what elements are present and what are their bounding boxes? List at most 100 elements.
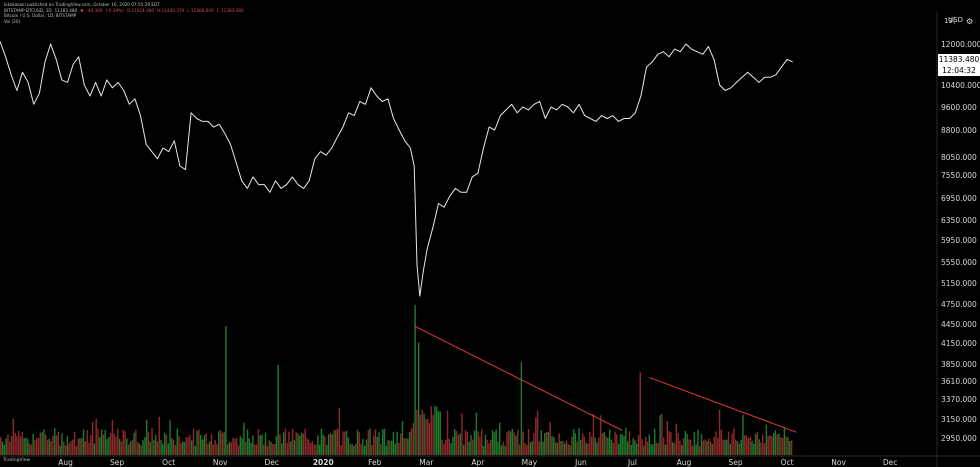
trend-line[interactable] (413, 325, 623, 431)
volume-bar (99, 437, 101, 455)
volume-bar (581, 433, 584, 455)
volume-bar (81, 437, 83, 455)
volume-bar (666, 421, 669, 455)
price-tick-label: 4450.000 (941, 320, 977, 329)
volume-bar (781, 437, 784, 455)
volume-bar (749, 436, 751, 455)
volume-bar (580, 440, 582, 455)
volume-bar (286, 442, 288, 455)
volume-bar (756, 431, 759, 455)
volume-bar (742, 414, 744, 455)
price-tick-label: 4150.000 (941, 339, 977, 348)
volume-bar (468, 441, 470, 455)
volume-bar (290, 441, 292, 455)
volume-bar (236, 437, 238, 455)
time-tick-label: Jun (574, 458, 587, 467)
volume-bar (5, 438, 7, 455)
volume-bar (376, 436, 378, 455)
volume-bar (243, 422, 245, 455)
trend-line[interactable] (649, 376, 797, 433)
time-tick-label: Nov (831, 458, 846, 467)
volume-bar (16, 436, 18, 455)
volume-bar (531, 441, 533, 455)
bar-countdown-label: 12:04:32 (938, 65, 980, 76)
volume-bar (441, 439, 443, 455)
volume-bar (187, 437, 189, 455)
volume-bar (313, 444, 315, 455)
volume-bar (681, 444, 683, 455)
volume-bar (524, 443, 526, 455)
volume-bar (282, 432, 285, 455)
volume-bar (95, 418, 97, 455)
volume-bar (691, 445, 694, 455)
volume-bar (407, 438, 409, 455)
volume-bar (0, 437, 2, 455)
volume-bar (104, 429, 106, 455)
volume-bar (167, 443, 169, 455)
volume-bar (281, 443, 283, 455)
volume-bar (385, 445, 387, 455)
volume-bar (589, 432, 591, 455)
volume-bar (592, 413, 595, 455)
volume-bar (115, 436, 117, 455)
volume-bar (135, 429, 137, 455)
volume-bar (126, 438, 128, 455)
volume-bar (762, 434, 764, 455)
volume-bar (217, 431, 220, 455)
volume-bar (527, 429, 530, 455)
volume-bar (360, 443, 362, 455)
time-axis[interactable]: Aug Sep Oct Nov Dec 2020 Feb Mar Apr May Jun Jul Aug… (58, 458, 897, 467)
volume-bar (266, 445, 269, 455)
volume-bar (174, 445, 177, 455)
volume-bar (299, 435, 301, 455)
volume-bar (12, 418, 15, 455)
volume-bar (133, 432, 135, 455)
price-tick-label: 5950.000 (941, 236, 977, 245)
volume-bar (190, 440, 193, 455)
volume-bar (515, 435, 517, 455)
volume-bar (571, 436, 573, 455)
volume-bar (284, 428, 287, 455)
volume-bar (677, 432, 679, 455)
tradingview-logo[interactable]: TradingView (3, 458, 31, 463)
volume-bar (472, 439, 474, 455)
volume-bar (351, 443, 353, 455)
volume-bar (563, 443, 566, 455)
volume-bar (769, 435, 771, 455)
volume-bar (425, 419, 427, 455)
volume-bar (64, 445, 67, 455)
volume-bar (214, 440, 216, 455)
time-tick-label: 2020 (313, 458, 334, 467)
volume-bar (61, 433, 63, 455)
volume-bar (91, 422, 94, 455)
volume-bar (789, 441, 791, 455)
volume-bar (318, 444, 321, 455)
volume-bar (237, 445, 240, 455)
volume-bar (349, 444, 351, 455)
volume-bar (158, 416, 160, 455)
volume-bar (463, 444, 465, 455)
volume-bars (0, 305, 793, 455)
volume-bar (203, 435, 206, 455)
volume-bar (506, 432, 508, 455)
volume-bar (342, 431, 344, 455)
volume-bar (308, 439, 310, 455)
volume-bar (336, 428, 339, 455)
volume-bar (608, 429, 611, 455)
currency-label[interactable]: USD (948, 16, 963, 24)
volume-bar (435, 407, 438, 455)
price-axis[interactable]: 12000.000 10400.000 9600.000 8800.000 8050.0… (941, 40, 980, 443)
volume-bar (695, 444, 697, 455)
gear-icon[interactable]: ⚙ (966, 17, 974, 26)
time-tick-label: May (522, 458, 538, 467)
volume-bar (19, 436, 22, 455)
volume-bar (387, 439, 389, 455)
volume-bar (383, 428, 386, 455)
volume-bar (661, 413, 663, 455)
time-tick-label: Jul (627, 458, 637, 467)
volume-bar (344, 431, 346, 455)
volume-bar (93, 443, 96, 455)
volume-bar (90, 435, 92, 455)
ohlc-value: H:11440.370 (157, 7, 185, 13)
